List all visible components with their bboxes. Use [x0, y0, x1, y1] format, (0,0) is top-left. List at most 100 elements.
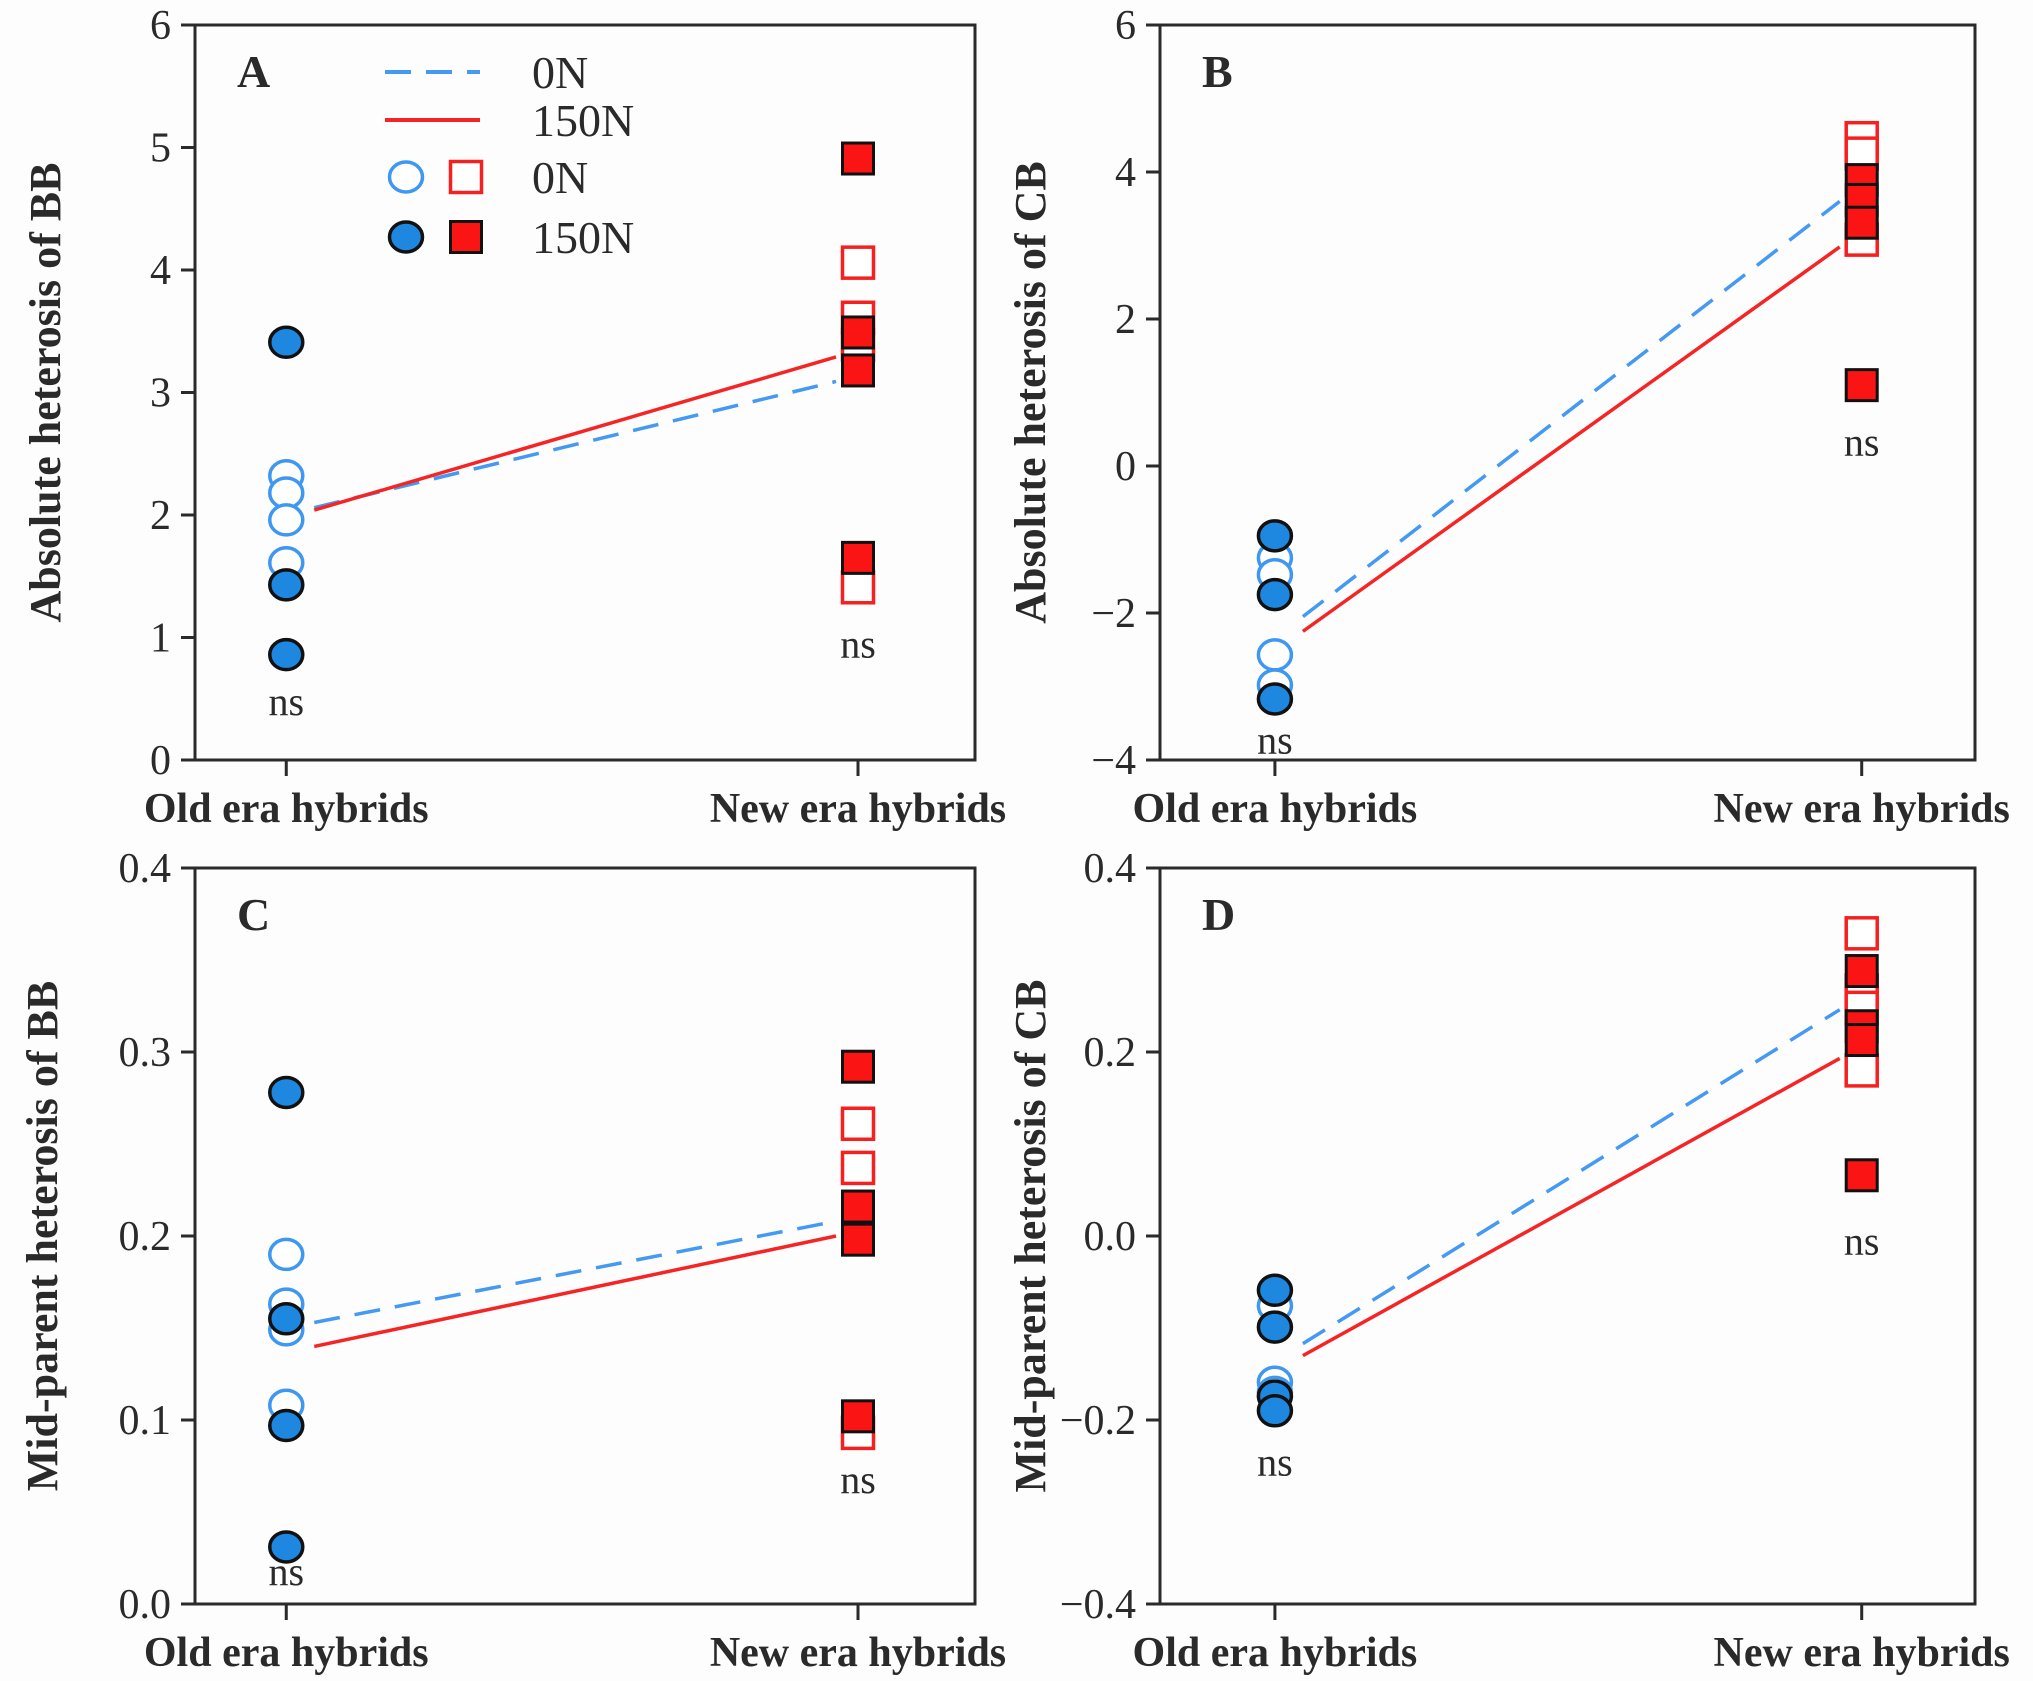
ns-annotation: ns: [1257, 1439, 1293, 1484]
data-point-square-open: [1844, 916, 1879, 951]
data-point-square-open: [1844, 1053, 1879, 1088]
legend-label: 150N: [532, 212, 634, 263]
y-tick-label: 1: [150, 616, 171, 662]
legend-label: 0N: [532, 152, 588, 203]
panel-letter: D: [1202, 889, 1235, 940]
plot-border-B: [1158, 23, 1977, 762]
data-point-square-open: [840, 1106, 876, 1142]
y-tick-label: 6: [150, 3, 171, 49]
panel-letter: A: [237, 46, 270, 97]
x-category-label: New era hybrids: [1714, 786, 2010, 832]
trend-line-150N: [1302, 1056, 1841, 1358]
y-tick-label: −4: [1091, 738, 1136, 784]
data-point-square-filled: [841, 315, 875, 350]
data-point-square-filled: [1844, 1023, 1879, 1058]
y-tick-label: 4: [1115, 150, 1136, 196]
ns-annotation: ns: [840, 622, 876, 667]
data-point-circle-filled: [1256, 1394, 1294, 1428]
panel-letter: B: [1202, 46, 1233, 97]
y-tick-label: 0.0: [1084, 1214, 1137, 1260]
x-category-label: Old era hybrids: [144, 786, 429, 832]
y-tick-label: 0: [150, 738, 171, 784]
data-point-circle-open: [268, 1237, 305, 1272]
data-point-square-filled: [841, 1222, 875, 1257]
trend-line-0N: [1301, 1008, 1841, 1346]
data-point-square-filled: [841, 1049, 875, 1084]
legend-label: 150N: [532, 95, 634, 146]
data-point-circle-filled: [1256, 682, 1294, 716]
data-point-circle-filled: [268, 1530, 305, 1564]
x-category-label: Old era hybrids: [144, 1630, 429, 1676]
legend-label: 0N: [532, 47, 588, 98]
trend-line-0N: [313, 379, 837, 510]
y-tick-label: 2: [150, 493, 171, 539]
y-tick-label: 0.2: [1084, 1030, 1137, 1076]
legend-open-square: [448, 159, 484, 195]
data-point-circle-filled: [1256, 577, 1294, 612]
data-point-circle-filled: [268, 325, 305, 360]
y-tick-label: −0.4: [1060, 1582, 1136, 1628]
y-tick-label: −0.2: [1060, 1398, 1136, 1444]
y-tick-label: 4: [150, 248, 171, 294]
data-point-square-open: [840, 570, 876, 605]
x-category-label: New era hybrids: [710, 1630, 1006, 1676]
trend-line-150N: [313, 1234, 837, 1349]
data-point-circle-filled: [268, 1302, 305, 1336]
y-tick-label: 3: [150, 371, 171, 417]
data-point-circle-open: [1256, 638, 1294, 672]
y-tick-label: 6: [1115, 3, 1136, 49]
ns-annotation: ns: [1257, 717, 1293, 762]
ns-annotation: ns: [840, 1457, 876, 1502]
x-category-label: Old era hybrids: [1133, 786, 1418, 832]
y-axis-title: Absolute heterosis of BB: [21, 163, 70, 623]
data-point-square-filled: [1844, 205, 1879, 240]
data-point-square-filled: [841, 353, 875, 388]
y-axis-title: Absolute heterosis of CB: [1006, 161, 1055, 623]
y-tick-label: 0.4: [119, 846, 172, 892]
data-point-circle-filled: [268, 637, 305, 672]
y-tick-label: 0.1: [119, 1398, 172, 1444]
y-tick-label: 2: [1115, 297, 1136, 343]
y-tick-label: 0: [1115, 444, 1136, 490]
data-point-square-filled: [1844, 368, 1879, 403]
data-point-circle-open: [268, 503, 305, 537]
data-point-circle-filled: [268, 568, 305, 602]
legend-open-circle: [387, 160, 425, 194]
x-category-label: Old era hybrids: [1133, 1630, 1418, 1676]
data-point-square-filled: [1844, 954, 1879, 989]
trend-line-150N: [313, 355, 837, 512]
ns-annotation: ns: [268, 679, 304, 724]
y-tick-label: −2: [1091, 591, 1136, 637]
data-point-circle-filled: [1256, 519, 1294, 553]
data-point-square-filled: [841, 1189, 875, 1224]
trend-line-150N: [1301, 245, 1841, 633]
legend-filled-circle: [387, 220, 425, 254]
y-tick-label: 0.4: [1084, 846, 1137, 892]
y-tick-label: 0.2: [119, 1214, 172, 1260]
trend-line-0N: [1301, 200, 1841, 619]
data-point-square-filled: [841, 1399, 875, 1434]
data-point-square-filled: [841, 141, 875, 176]
data-point-square-open: [840, 1150, 876, 1186]
ns-annotation: ns: [268, 1549, 304, 1594]
x-category-label: New era hybrids: [1714, 1630, 2010, 1676]
trend-line-0N: [313, 1219, 837, 1325]
data-point-circle-filled: [1256, 1273, 1294, 1308]
x-category-label: New era hybrids: [710, 786, 1006, 832]
ns-annotation: ns: [1844, 1219, 1880, 1264]
data-point-square-filled: [1844, 1158, 1879, 1193]
y-tick-label: 0.0: [119, 1582, 172, 1628]
data-point-circle-filled: [268, 1408, 305, 1443]
y-tick-label: 5: [150, 126, 171, 172]
legend-filled-square: [449, 220, 483, 254]
data-point-circle-filled: [268, 1075, 305, 1110]
y-axis-title: Mid-parent heterosis of CB: [1006, 980, 1055, 1493]
y-tick-label: 0.3: [119, 1030, 172, 1076]
y-axis-title: Mid-parent heterosis of BB: [18, 981, 67, 1491]
data-point-square-filled: [841, 540, 875, 575]
data-point-square-open: [840, 245, 876, 280]
panel-letter: C: [237, 889, 270, 940]
ns-annotation: ns: [1844, 420, 1880, 465]
